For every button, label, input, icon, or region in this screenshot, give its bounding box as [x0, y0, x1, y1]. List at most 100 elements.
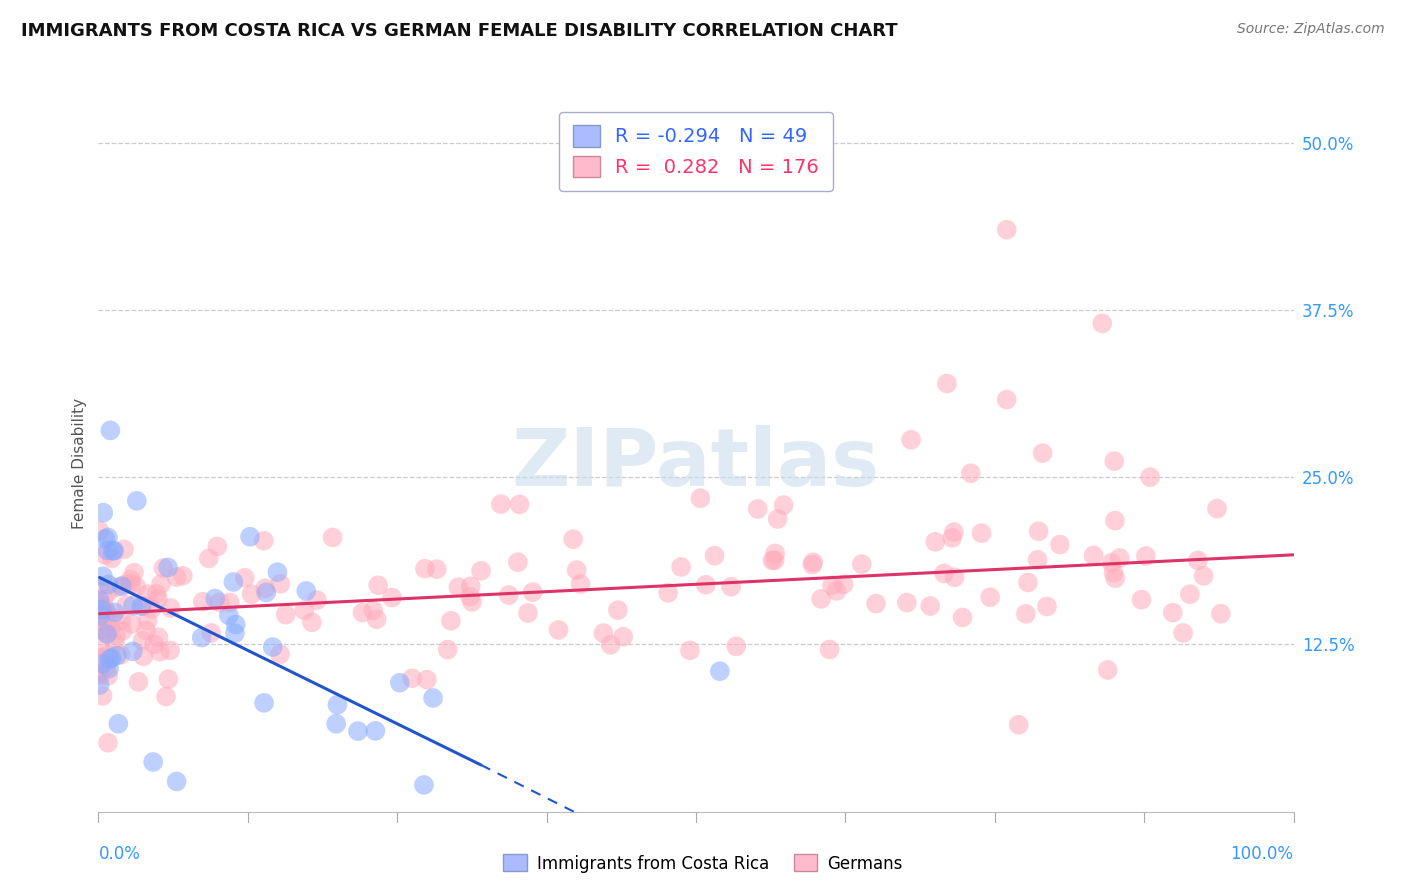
Point: [111, 624, 134, 638]
Point: [98, 652, 121, 666]
Point: [900, 433, 922, 447]
Point: [305, 593, 328, 607]
Point: [104, 606, 127, 620]
Point: [121, 644, 143, 658]
Point: [763, 553, 786, 567]
Point: [135, 624, 157, 638]
Point: [149, 645, 172, 659]
Point: [89, 593, 111, 607]
Point: [89, 650, 111, 665]
Point: [943, 570, 966, 584]
Point: [254, 585, 277, 599]
Point: [1171, 626, 1194, 640]
Point: [166, 570, 188, 584]
Point: [190, 631, 212, 645]
Point: [145, 587, 167, 601]
Point: [115, 598, 138, 612]
Point: [96, 627, 118, 641]
Point: [821, 578, 844, 592]
Point: [801, 558, 824, 572]
Point: [347, 724, 370, 739]
Point: [851, 557, 873, 571]
Point: [253, 696, 276, 710]
Point: [657, 586, 679, 600]
Point: [132, 649, 155, 664]
Point: [89, 640, 111, 654]
Text: 100.0%: 100.0%: [1230, 846, 1294, 863]
Point: [156, 560, 179, 574]
Point: [612, 630, 634, 644]
Point: [159, 643, 181, 657]
Point: [90, 602, 112, 616]
Point: [607, 603, 630, 617]
Point: [269, 647, 291, 661]
Point: [995, 223, 1018, 237]
Point: [274, 607, 297, 622]
Point: [1036, 599, 1059, 614]
Point: [1049, 537, 1071, 551]
Point: [107, 716, 129, 731]
Point: [89, 666, 111, 681]
Point: [91, 603, 114, 617]
Point: [89, 579, 111, 593]
Point: [141, 602, 163, 616]
Point: [96, 543, 118, 558]
Point: [401, 671, 423, 685]
Point: [93, 606, 115, 620]
Point: [146, 592, 169, 607]
Point: [1192, 569, 1215, 583]
Point: [995, 392, 1018, 407]
Point: [112, 542, 135, 557]
Point: [89, 610, 111, 624]
Point: [98, 424, 122, 438]
Point: [565, 563, 588, 577]
Point: [90, 668, 112, 682]
Point: [440, 614, 463, 628]
Point: [936, 376, 959, 391]
Point: [142, 755, 165, 769]
Point: [720, 580, 742, 594]
Point: [152, 561, 174, 575]
Point: [101, 551, 124, 566]
Point: [91, 657, 114, 671]
Point: [941, 531, 963, 545]
Point: [166, 774, 188, 789]
Point: [269, 577, 291, 591]
Text: 0.0%: 0.0%: [98, 846, 141, 863]
Point: [1102, 566, 1125, 580]
Point: [932, 566, 955, 581]
Point: [599, 638, 621, 652]
Point: [508, 497, 530, 511]
Point: [105, 580, 128, 594]
Point: [825, 583, 848, 598]
Point: [104, 628, 127, 642]
Point: [689, 491, 711, 506]
Point: [105, 648, 128, 663]
Point: [1028, 524, 1050, 539]
Point: [413, 561, 436, 575]
Point: [233, 571, 256, 585]
Point: [91, 615, 114, 630]
Point: [224, 626, 246, 640]
Point: [1108, 550, 1130, 565]
Point: [725, 640, 748, 654]
Point: [97, 648, 120, 662]
Point: [352, 606, 374, 620]
Point: [381, 591, 404, 605]
Point: [91, 506, 114, 520]
Point: [101, 544, 124, 558]
Point: [266, 565, 288, 579]
Point: [1026, 553, 1049, 567]
Point: [970, 526, 993, 541]
Point: [89, 609, 111, 624]
Point: [104, 636, 127, 650]
Point: [761, 553, 783, 567]
Point: [239, 530, 262, 544]
Point: [367, 578, 389, 592]
Point: [218, 608, 240, 623]
Point: [1206, 501, 1229, 516]
Point: [426, 562, 449, 576]
Point: [498, 588, 520, 602]
Point: [461, 595, 484, 609]
Point: [1101, 556, 1123, 570]
